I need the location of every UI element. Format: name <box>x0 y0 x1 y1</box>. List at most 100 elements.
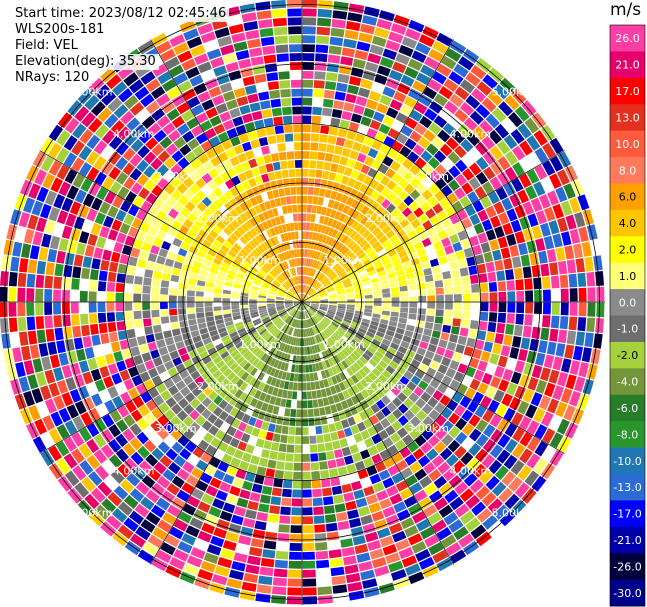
velocity-gate <box>216 360 226 369</box>
velocity-gate <box>266 323 274 330</box>
velocity-gate <box>466 457 480 472</box>
velocity-gate <box>216 274 226 281</box>
velocity-gate <box>373 171 384 182</box>
velocity-gate <box>385 78 400 90</box>
velocity-gate <box>168 302 177 309</box>
velocity-gate <box>303 320 305 329</box>
velocity-gate <box>335 192 344 202</box>
velocity-gate <box>289 222 295 231</box>
velocity-gate <box>302 525 314 534</box>
velocity-gate <box>353 316 362 321</box>
velocity-gate <box>335 315 343 320</box>
velocity-gate <box>269 367 277 377</box>
velocity-gate <box>129 423 142 436</box>
velocity-gate <box>478 321 488 331</box>
velocity-gate <box>258 340 266 348</box>
velocity-gate <box>40 385 52 401</box>
velocity-gate <box>234 399 244 410</box>
velocity-gate <box>123 213 135 226</box>
velocity-gate <box>86 438 100 454</box>
velocity-gate <box>331 250 339 259</box>
velocity-gate <box>153 394 165 407</box>
velocity-gate <box>407 151 420 163</box>
velocity-gate <box>322 397 330 406</box>
velocity-gate <box>371 317 380 323</box>
velocity-gate <box>581 347 592 363</box>
velocity-gate <box>280 343 286 352</box>
velocity-gate <box>269 287 277 293</box>
velocity-gate <box>311 259 316 268</box>
velocity-gate <box>420 391 432 403</box>
velocity-gate <box>242 113 253 124</box>
velocity-gate <box>356 330 365 338</box>
velocity-gate <box>409 296 418 302</box>
velocity-gate <box>333 252 341 260</box>
velocity-gate <box>258 233 266 242</box>
velocity-gate <box>507 291 516 302</box>
velocity-gate <box>109 181 122 195</box>
velocity-gate <box>325 207 332 217</box>
velocity-gate <box>382 544 398 556</box>
velocity-gate <box>378 360 388 369</box>
velocity-gate <box>171 328 181 337</box>
velocity-gate <box>375 131 387 143</box>
velocity-gate <box>280 233 286 243</box>
velocity-gate <box>288 250 293 259</box>
velocity-gate <box>329 303 337 306</box>
velocity-gate <box>126 265 136 276</box>
colorbar-swatch <box>610 25 645 52</box>
velocity-gate <box>397 249 408 259</box>
velocity-gate <box>274 319 282 326</box>
velocity-gate <box>514 106 530 122</box>
velocity-gate <box>229 156 240 167</box>
velocity-gate <box>229 485 241 497</box>
velocity-gate <box>180 353 191 363</box>
velocity-gate <box>514 385 526 400</box>
velocity-gate <box>191 207 202 218</box>
velocity-gate <box>379 498 392 510</box>
velocity-gate <box>309 278 314 286</box>
velocity-gate <box>175 363 186 373</box>
velocity-gate <box>145 333 155 343</box>
velocity-gate <box>36 260 47 275</box>
velocity-gate <box>313 335 318 344</box>
velocity-gate <box>401 555 418 568</box>
velocity-gate <box>53 194 66 209</box>
velocity-gate <box>183 218 194 229</box>
velocity-gate <box>466 132 480 147</box>
velocity-gate <box>186 229 197 240</box>
velocity-gate <box>229 407 240 418</box>
velocity-gate <box>310 453 319 462</box>
velocity-gate <box>548 369 560 384</box>
velocity-gate <box>242 517 256 528</box>
velocity-gate <box>225 320 234 327</box>
velocity-gate <box>403 96 418 109</box>
colorbar-swatch <box>610 315 645 343</box>
velocity-gate <box>235 49 250 61</box>
velocity-gate <box>247 130 258 141</box>
velocity-gate <box>101 428 114 443</box>
velocity-gate <box>310 295 319 299</box>
velocity-gate <box>10 209 22 226</box>
velocity-gate <box>305 222 311 231</box>
velocity-gate <box>352 350 361 359</box>
velocity-gate <box>181 482 195 495</box>
velocity-gate <box>78 443 93 459</box>
velocity-gate <box>201 397 212 408</box>
velocity-gate <box>493 504 510 520</box>
velocity-gate <box>133 284 142 294</box>
velocity-gate <box>350 324 359 330</box>
velocity-gate <box>462 423 475 436</box>
velocity-gate <box>164 337 175 346</box>
velocity-gate <box>270 313 278 318</box>
velocity-gate <box>416 72 431 86</box>
range-ring-label: 5.00km <box>492 506 534 519</box>
velocity-gate <box>367 269 377 277</box>
velocity-gate <box>259 268 267 276</box>
velocity-gate <box>82 256 93 268</box>
velocity-gate <box>400 307 409 313</box>
velocity-gate <box>357 87 371 98</box>
velocity-gate <box>266 229 273 238</box>
velocity-gate <box>277 351 283 360</box>
velocity-gate <box>233 87 247 98</box>
